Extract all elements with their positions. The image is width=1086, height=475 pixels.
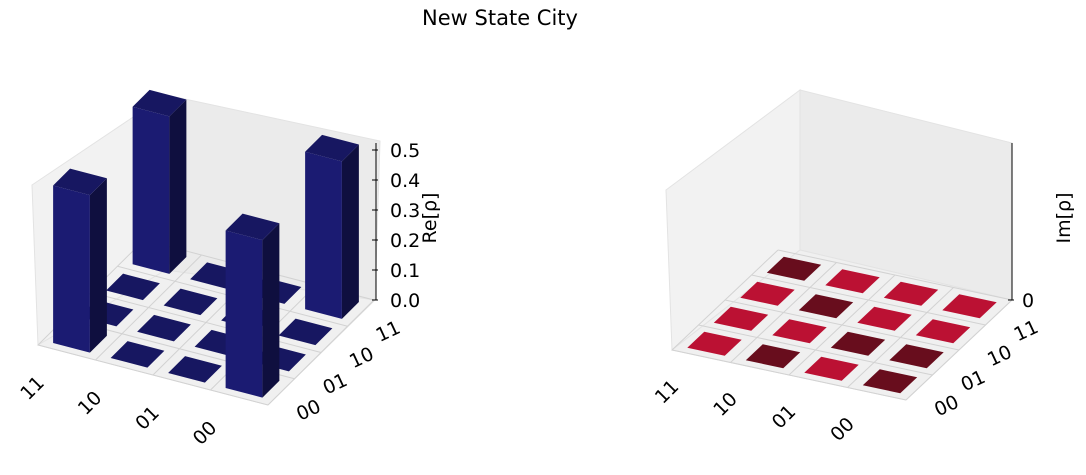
z-tick-label: 0.2 (390, 230, 420, 252)
bar-top-face (883, 281, 939, 306)
col-tick-label: 00 (189, 417, 222, 450)
bar-top-face (889, 344, 944, 369)
bar-top-face (168, 356, 222, 383)
floor-gridline (671, 249, 779, 351)
floor-gridline (730, 262, 837, 363)
imag-zlabel: Im[ρ] (1053, 193, 1075, 244)
z-tick-label: 0.0 (390, 290, 420, 312)
imag-bars (687, 256, 997, 394)
bar-top-face (915, 319, 971, 344)
z-tick-label: 0.5 (390, 140, 420, 162)
z-tick-label: 0.3 (390, 200, 420, 222)
bar-top-face (137, 314, 191, 342)
floor-gridline (90, 292, 322, 353)
figure-title: New State City (422, 6, 578, 30)
col-tick-label: 11 (16, 372, 49, 405)
imag-gridlines (671, 249, 1013, 401)
bar-top-face (278, 318, 333, 346)
row-tick-label: 10 (346, 343, 377, 373)
bar-top-face (305, 134, 359, 162)
col-tick-label: 10 (709, 388, 742, 421)
bar-top-face (857, 306, 912, 331)
floor-gridline (777, 249, 1013, 301)
bar-top-face (110, 341, 165, 368)
bar-front-face (305, 151, 342, 319)
bar-top-face (862, 369, 918, 394)
bar-top-face (740, 281, 795, 306)
col-tick-label: 01 (131, 402, 164, 435)
bar-top-face (766, 256, 822, 281)
bar-top-face (53, 168, 107, 196)
bar-top-face (106, 273, 160, 301)
row-tick-label: 00 (293, 395, 324, 425)
bar-top-face (825, 269, 880, 294)
floor-gridline (751, 274, 986, 326)
col-tick-label: 01 (768, 401, 801, 434)
bar-top-face (687, 331, 742, 356)
row-tick-label: 11 (373, 317, 404, 347)
bar-side-face (341, 144, 359, 319)
bar-front-face (225, 230, 263, 398)
bar-side-face (169, 99, 187, 274)
row-tick-label: 00 (931, 391, 962, 421)
bar-side-face (89, 178, 107, 353)
bar-top-face (772, 319, 827, 344)
bar-top-face (745, 344, 801, 369)
bar-top-face (942, 294, 997, 319)
bar-top-face (798, 294, 854, 319)
real-zlabel: Re[ρ] (419, 193, 441, 244)
floor-gridline (724, 299, 960, 351)
row-tick-label: 10 (984, 341, 1015, 371)
row-tick-label: 11 (1011, 316, 1042, 346)
z-tick-label: 0 (1022, 290, 1034, 312)
col-tick-label: 11 (651, 376, 684, 409)
z-tick-label: 0.1 (390, 260, 420, 282)
row-tick-label: 01 (958, 366, 989, 396)
row-tick-label: 01 (320, 369, 351, 399)
bar-top-face (804, 356, 859, 381)
bar-top-face (132, 89, 187, 117)
bar-side-face (262, 223, 280, 398)
bar-front-face (132, 106, 170, 274)
bar-top-face (713, 306, 769, 331)
bar-top-face (163, 288, 218, 316)
col-tick-label: 10 (74, 387, 107, 420)
floor-gridline (95, 254, 202, 361)
col-tick-label: 00 (826, 413, 859, 446)
bar-top-face (830, 331, 886, 356)
bar-front-face (53, 185, 90, 353)
real-bars (53, 89, 359, 398)
z-tick-label: 0.4 (390, 170, 420, 192)
bar-top-face (225, 213, 280, 241)
